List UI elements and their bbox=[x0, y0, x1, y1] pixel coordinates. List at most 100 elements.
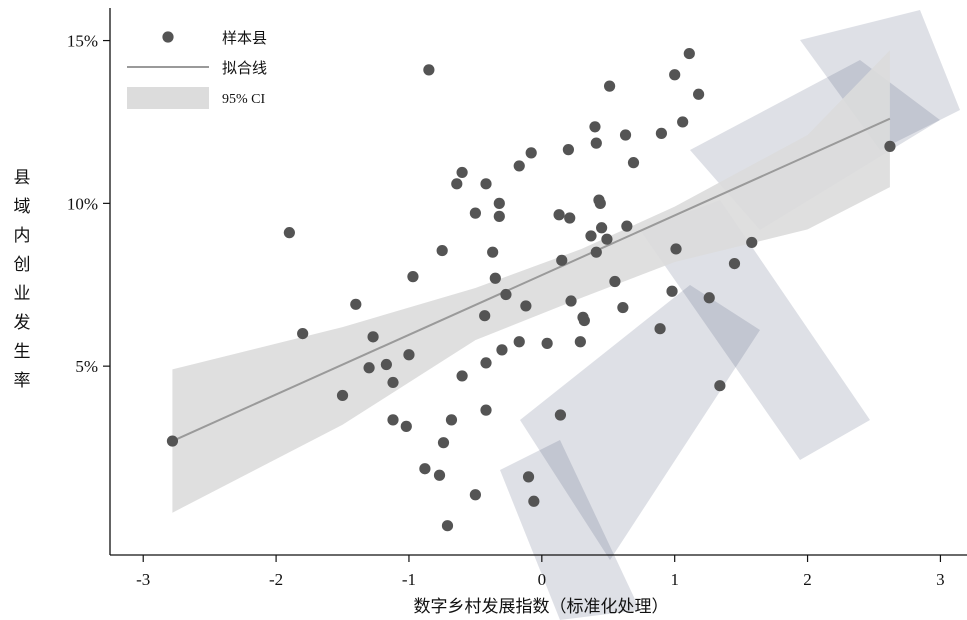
data-point bbox=[387, 414, 399, 426]
data-point bbox=[703, 292, 715, 304]
data-point bbox=[565, 295, 577, 307]
data-point bbox=[441, 520, 454, 532]
data-point bbox=[480, 357, 492, 369]
data-point bbox=[423, 64, 435, 76]
data-point bbox=[590, 246, 602, 258]
data-point bbox=[350, 298, 362, 310]
data-point bbox=[590, 137, 602, 149]
data-point bbox=[670, 243, 682, 255]
data-point bbox=[655, 127, 668, 139]
data-point bbox=[433, 469, 446, 481]
watermark bbox=[500, 10, 960, 620]
data-point bbox=[297, 327, 309, 340]
data-point bbox=[480, 178, 492, 190]
ci-band-layer bbox=[172, 50, 890, 513]
data-point bbox=[609, 275, 621, 288]
legend-label-fit: 拟合线 bbox=[222, 59, 267, 77]
y-tick-label: 10% bbox=[67, 194, 98, 213]
x-tick-label: -3 bbox=[136, 570, 150, 589]
data-point bbox=[520, 300, 532, 312]
data-point bbox=[522, 471, 535, 483]
data-point bbox=[603, 80, 616, 92]
data-point bbox=[525, 147, 537, 159]
data-point bbox=[562, 144, 574, 156]
data-point bbox=[669, 69, 681, 81]
data-point bbox=[513, 336, 525, 348]
y-tick-label: 5% bbox=[75, 357, 98, 376]
data-point bbox=[437, 437, 450, 449]
data-point bbox=[574, 336, 586, 348]
data-point bbox=[619, 129, 632, 141]
data-point bbox=[489, 272, 501, 284]
data-point bbox=[367, 331, 379, 343]
data-point bbox=[451, 178, 463, 190]
x-tick-label: 3 bbox=[936, 570, 945, 589]
data-point bbox=[677, 116, 689, 128]
data-point bbox=[714, 380, 726, 392]
data-point bbox=[601, 233, 613, 245]
data-point bbox=[283, 227, 295, 239]
data-point bbox=[500, 288, 512, 301]
data-point bbox=[479, 310, 491, 322]
data-point bbox=[487, 246, 499, 258]
data-point bbox=[469, 207, 481, 219]
x-tick-label: 1 bbox=[670, 570, 679, 589]
data-point bbox=[594, 197, 606, 209]
data-point bbox=[166, 435, 179, 447]
data-point bbox=[469, 489, 481, 501]
data-point bbox=[564, 212, 576, 224]
points-layer bbox=[166, 47, 896, 532]
x-tick-label: -1 bbox=[402, 570, 416, 589]
y-tick-label: 15% bbox=[67, 32, 98, 51]
data-point bbox=[513, 160, 525, 172]
data-point bbox=[578, 314, 590, 327]
data-point bbox=[528, 495, 540, 507]
data-point bbox=[493, 210, 505, 222]
data-point bbox=[554, 409, 567, 421]
y-ticks: 5% 10% 15% bbox=[67, 32, 110, 376]
data-point bbox=[456, 166, 468, 179]
x-ticks: -3 -2 -1 0 1 2 3 bbox=[136, 555, 945, 589]
ci-band bbox=[172, 50, 890, 513]
data-point bbox=[403, 349, 415, 361]
x-tick-label: 0 bbox=[538, 570, 547, 589]
data-point bbox=[683, 47, 695, 60]
y-axis-title: 县域内创业发生率 bbox=[14, 168, 31, 391]
legend-ci-swatch bbox=[127, 87, 209, 109]
legend-label-ci: 95% CI bbox=[222, 92, 266, 107]
data-point bbox=[419, 463, 431, 475]
data-point bbox=[436, 244, 448, 257]
data-point bbox=[627, 157, 640, 169]
data-point bbox=[585, 230, 597, 242]
data-point bbox=[496, 344, 508, 356]
data-point bbox=[380, 358, 392, 371]
data-point bbox=[541, 337, 553, 349]
fit-line bbox=[172, 117, 891, 442]
data-point bbox=[621, 220, 633, 232]
data-point bbox=[456, 370, 468, 382]
x-axis-title: 数字乡村发展指数（标准化处理） bbox=[414, 597, 669, 617]
data-point bbox=[553, 209, 565, 221]
legend: 样本县 拟合线 95% CI bbox=[127, 29, 267, 109]
data-point bbox=[363, 362, 375, 374]
data-point bbox=[746, 236, 758, 249]
data-point bbox=[336, 389, 349, 402]
data-point bbox=[589, 121, 601, 133]
legend-label-points: 样本县 bbox=[222, 29, 267, 47]
data-point bbox=[493, 197, 505, 209]
data-point bbox=[728, 257, 741, 270]
data-point bbox=[654, 323, 666, 335]
data-point bbox=[445, 414, 458, 426]
data-point bbox=[884, 140, 896, 152]
x-tick-label: -2 bbox=[269, 570, 283, 589]
data-point bbox=[693, 88, 705, 100]
data-point bbox=[480, 404, 492, 416]
data-point bbox=[556, 254, 568, 266]
fit-line-layer bbox=[172, 117, 891, 442]
data-point bbox=[400, 420, 412, 432]
data-point bbox=[407, 271, 419, 283]
data-point bbox=[596, 222, 608, 234]
data-point bbox=[666, 285, 678, 297]
data-point bbox=[387, 376, 399, 389]
